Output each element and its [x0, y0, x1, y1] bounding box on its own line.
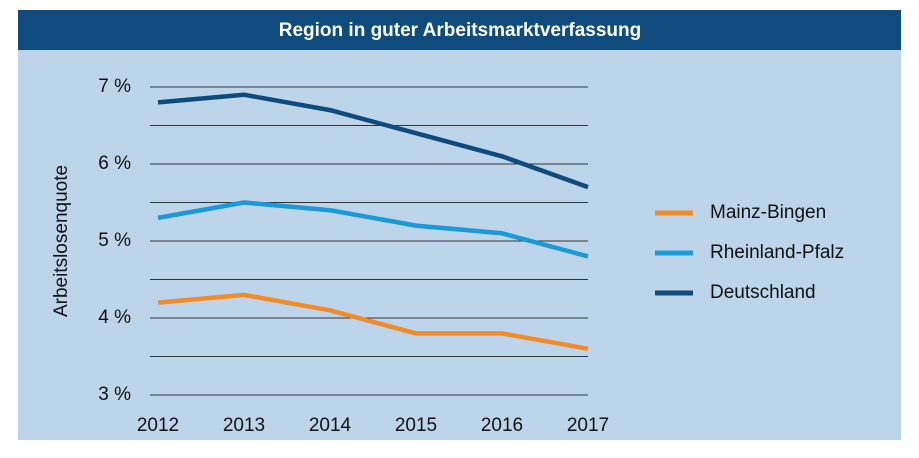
y-tick-label: 7 % — [98, 76, 131, 97]
y-tick-label: 6 % — [98, 153, 131, 174]
x-tick-label: 2013 — [223, 415, 265, 436]
legend-label: Deutschland — [710, 282, 816, 303]
y-tick-label: 4 % — [98, 307, 131, 328]
legend-label: Rheinland-Pfalz — [710, 242, 844, 263]
x-tick-label: 2017 — [567, 415, 609, 436]
series-line — [157, 92, 589, 190]
x-tick-label: 2016 — [481, 415, 523, 436]
x-tick-label: 2015 — [395, 415, 437, 436]
series-line — [157, 200, 589, 259]
legend-label: Mainz-Bingen — [710, 202, 826, 223]
series-line — [157, 292, 589, 352]
y-tick-label: 5 % — [98, 230, 131, 251]
x-tick-label: 2012 — [137, 415, 179, 436]
chart-title: Region in guter Arbeitsmarktverfassung — [279, 20, 641, 41]
y-tick-label: 3 % — [98, 384, 131, 405]
y-axis-label: Arbeitslosenquote — [51, 165, 72, 317]
x-tick-label: 2014 — [309, 415, 352, 436]
plot-background — [18, 10, 901, 440]
header-band — [18, 10, 901, 50]
